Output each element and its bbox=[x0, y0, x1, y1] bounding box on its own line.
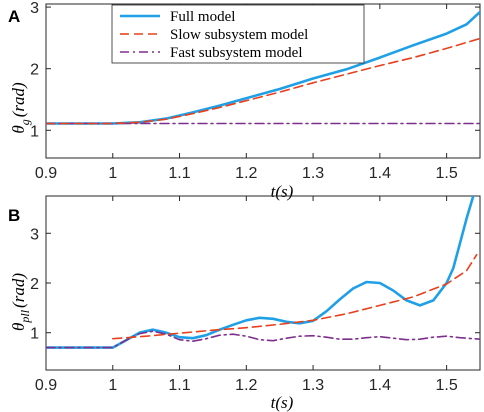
y-tick-label: 3 bbox=[30, 226, 39, 243]
series-group-a bbox=[46, 10, 480, 125]
legend-box bbox=[111, 4, 365, 64]
x-tick-label: 1.3 bbox=[302, 377, 324, 394]
x-tick-label: 1 bbox=[108, 165, 117, 182]
y-label-unit-a: (rad) bbox=[9, 82, 28, 117]
panel-label-a: A bbox=[8, 7, 20, 26]
x-tick-label: 1.4 bbox=[369, 165, 391, 182]
x-label-symbol-a: t bbox=[271, 182, 277, 201]
y-label-unit-b: (rad) bbox=[9, 273, 28, 308]
plot-frame-a bbox=[45, 3, 481, 159]
y-axis-label-a: θg (rad) bbox=[9, 82, 32, 134]
x-axis-label-a: t(s) bbox=[271, 182, 294, 201]
x-label-unit-b: (s) bbox=[275, 393, 293, 412]
x-tick-label: 0.9 bbox=[35, 377, 57, 394]
x-tick-label: 1.3 bbox=[302, 165, 324, 182]
y-label-subscript-b: pll bbox=[18, 309, 32, 323]
x-tick-label: 1.5 bbox=[435, 165, 457, 182]
x-tick-label: 1.2 bbox=[235, 165, 257, 182]
y-label-subscript-a: g bbox=[18, 119, 32, 125]
legend-label-full: Full model bbox=[170, 9, 235, 25]
y-axis-label-b: θpll(rad) bbox=[9, 273, 32, 331]
y-tick-label: 3 bbox=[30, 0, 39, 17]
legend: Full model Slow subsystem model Fast sub… bbox=[111, 4, 365, 64]
series-line-slow-a bbox=[46, 37, 480, 125]
ticks-group-b: 0.9 1 1.1 1.2 1.3 1.4 1.5 1 2 3 bbox=[30, 196, 480, 394]
y-tick-label: 2 bbox=[30, 62, 39, 79]
y-tick-label: 1 bbox=[30, 326, 39, 343]
series-line-fast-b bbox=[46, 330, 480, 349]
y-tick-label: 2 bbox=[30, 276, 39, 293]
x-axis-label-b: t(s) bbox=[271, 393, 294, 412]
x-tick-label: 1.1 bbox=[168, 165, 190, 182]
x-tick-label: 1.4 bbox=[369, 377, 391, 394]
plot-frame-b bbox=[45, 195, 481, 371]
y-tick-label: 1 bbox=[30, 123, 39, 140]
x-label-symbol-b: t bbox=[271, 393, 277, 412]
panel-a: A 0.9 1 1.1 1.2 1.3 1.4 1.5 1 2 3 Full model Slow… bbox=[8, 0, 481, 201]
series-group-b bbox=[46, 196, 480, 349]
x-tick-label: 1.5 bbox=[435, 377, 457, 394]
ticks-group-a: 0.9 1 1.1 1.2 1.3 1.4 1.5 1 2 3 bbox=[30, 0, 480, 182]
x-label-unit-a: (s) bbox=[275, 182, 293, 201]
x-tick-label: 1.1 bbox=[168, 377, 190, 394]
panel-label-b: B bbox=[8, 206, 20, 225]
y-label-symbol-b: θ bbox=[9, 323, 28, 331]
x-tick-label: 1 bbox=[108, 377, 117, 394]
legend-label-fast: Fast subsystem model bbox=[170, 45, 303, 61]
x-tick-label: 0.9 bbox=[35, 165, 57, 182]
legend-label-slow: Slow subsystem model bbox=[170, 27, 308, 43]
panel-b: B 0.9 1 1.1 1.2 1.3 1.4 1.5 1 2 3 θpll(rad) t(s) bbox=[8, 195, 481, 412]
series-line-full-b bbox=[46, 196, 475, 349]
series-line-slow-b bbox=[112, 253, 478, 340]
x-tick-label: 1.2 bbox=[235, 377, 257, 394]
y-label-symbol-a: θ bbox=[9, 125, 28, 133]
